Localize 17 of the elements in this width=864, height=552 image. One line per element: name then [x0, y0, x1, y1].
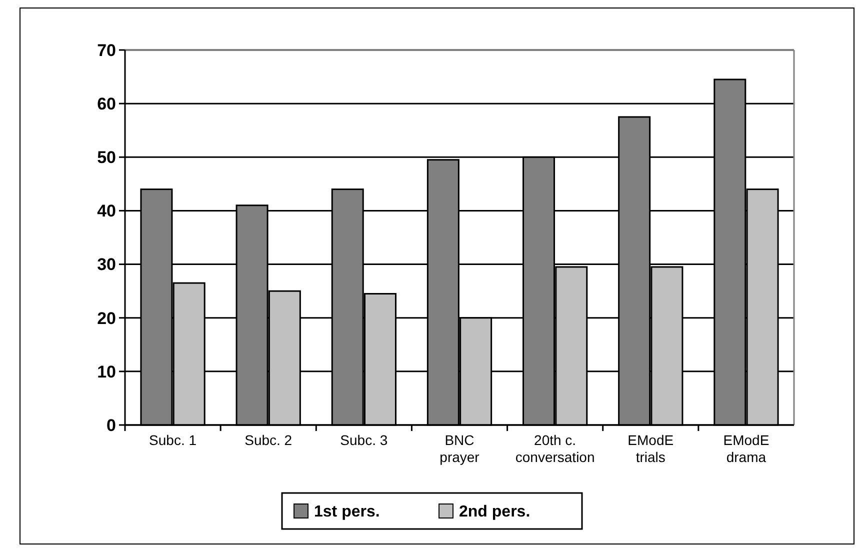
x-tick-label: Subc. 2 — [244, 432, 292, 448]
y-tick-label: 70 — [97, 40, 116, 60]
y-tick-label: 30 — [97, 255, 116, 274]
y-tick-label: 10 — [97, 362, 116, 382]
legend-label: 1st pers. — [314, 504, 380, 521]
x-tick-label: EModE drama — [723, 432, 770, 465]
y-tick-label: 60 — [97, 94, 116, 114]
x-tick-label: Subc. 1 — [149, 432, 197, 448]
y-tick-label: 20 — [97, 308, 116, 328]
x-tick-label: 20th c. conversation — [515, 432, 595, 465]
x-tick-label: EModE trials — [628, 432, 674, 465]
y-tick-label: 40 — [97, 202, 116, 221]
y-tick-label: 50 — [97, 148, 116, 168]
x-tick-label: Subc. 3 — [340, 432, 388, 448]
legend-label: 2nd pers. — [459, 504, 530, 521]
x-tick-label: BNC prayer — [440, 432, 480, 465]
y-tick-label: 0 — [106, 416, 116, 435]
